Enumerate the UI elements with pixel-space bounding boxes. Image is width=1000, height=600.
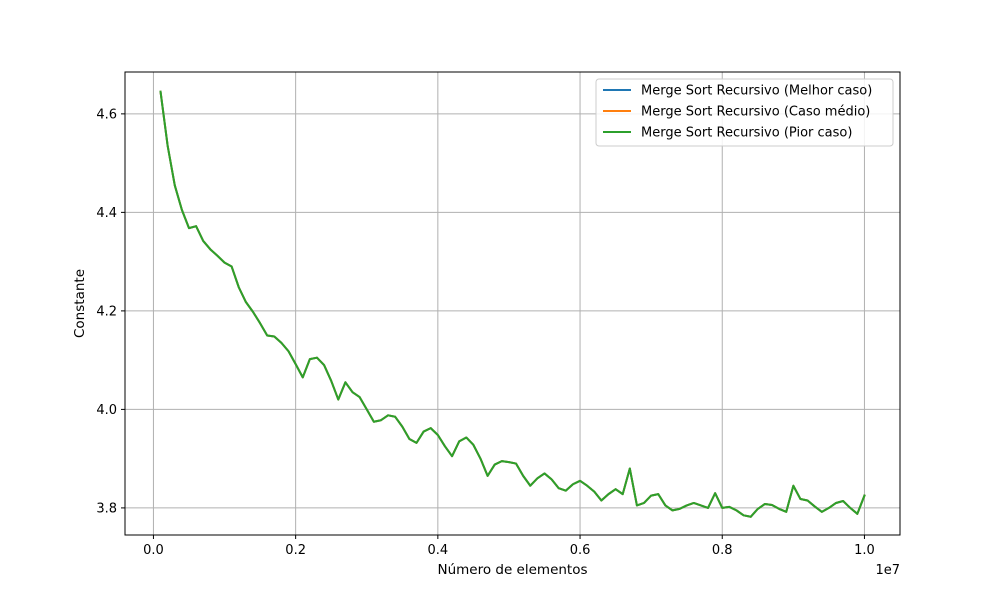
x-tick-label: 1.0 bbox=[854, 543, 875, 558]
x-tick-label: 0.2 bbox=[285, 543, 306, 558]
x-tick-label: 0.8 bbox=[712, 543, 733, 558]
legend-label-2: Merge Sort Recursivo (Caso médio) bbox=[641, 105, 870, 120]
y-axis-ticks: 3.8 4.0 4.2 4.4 4.6 bbox=[96, 107, 125, 516]
y-tick-label: 4.2 bbox=[96, 304, 117, 319]
x-axis-offset-label: 1e7 bbox=[875, 563, 900, 578]
y-tick-label: 4.4 bbox=[96, 206, 117, 221]
plot-frame bbox=[124, 71, 901, 536]
legend-box bbox=[595, 78, 894, 147]
x-tick-label: 0.6 bbox=[570, 543, 591, 558]
legend-label-3: Merge Sort Recursivo (Pior caso) bbox=[641, 126, 852, 141]
x-axis-label: Número de elementos bbox=[437, 562, 587, 578]
series-line-3 bbox=[159, 90, 866, 518]
legend-label-1: Merge Sort Recursivo (Melhor caso) bbox=[641, 84, 872, 99]
y-tick-label: 4.0 bbox=[96, 403, 117, 418]
legend: Merge Sort Recursivo (Melhor caso) Merge … bbox=[595, 78, 894, 147]
x-axis-ticks: 0.0 0.2 0.4 0.6 0.8 1.0 bbox=[143, 535, 875, 558]
x-tick-label: 0.4 bbox=[428, 543, 449, 558]
y-axis-label: Constante bbox=[72, 269, 88, 338]
y-tick-label: 4.6 bbox=[96, 107, 117, 122]
x-tick-label: 0.0 bbox=[143, 543, 164, 558]
plot-series bbox=[159, 90, 866, 518]
y-tick-label: 3.8 bbox=[96, 501, 117, 516]
